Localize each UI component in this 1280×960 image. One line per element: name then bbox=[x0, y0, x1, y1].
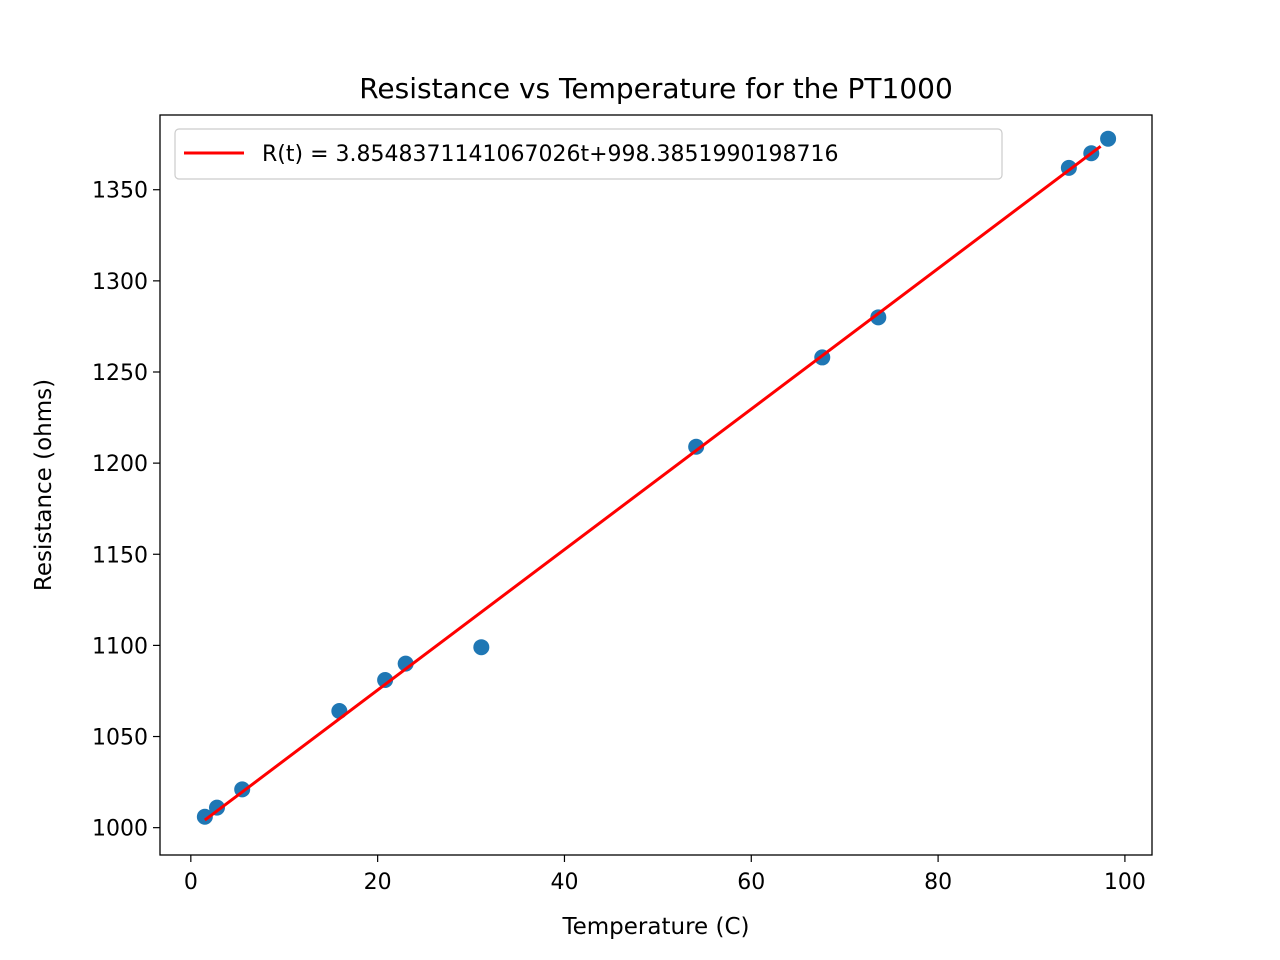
chart-title: Resistance vs Temperature for the PT1000 bbox=[359, 72, 953, 105]
data-point bbox=[208, 799, 225, 816]
data-point bbox=[1100, 130, 1117, 147]
data-point bbox=[377, 672, 394, 689]
x-tick-label: 40 bbox=[550, 870, 578, 895]
x-tick-label: 20 bbox=[364, 870, 392, 895]
legend-box bbox=[174, 128, 1003, 180]
y-tick-label: 1150 bbox=[92, 543, 148, 568]
y-tick-label: 1100 bbox=[92, 634, 148, 659]
y-tick-label: 1000 bbox=[92, 817, 148, 842]
x-tick-label: 80 bbox=[924, 870, 952, 895]
y-tick-label: 1300 bbox=[92, 270, 148, 295]
y-tick-label: 1250 bbox=[92, 361, 148, 386]
y-axis: 1000 1050 1100 1150 1200 1250 1300 1350 bbox=[92, 179, 160, 842]
y-tick-label: 1200 bbox=[92, 452, 148, 477]
legend: R(t) = 3.8548371141067026t+998.385199019… bbox=[174, 128, 1003, 180]
x-tick-label: 100 bbox=[1104, 870, 1146, 895]
x-tick-label: 60 bbox=[737, 870, 765, 895]
data-point bbox=[196, 808, 213, 825]
x-tick-label: 0 bbox=[184, 870, 198, 895]
plot-frame bbox=[159, 114, 1153, 856]
y-axis-label: Resistance (ohms) bbox=[31, 379, 57, 591]
data-point bbox=[331, 703, 348, 720]
y-tick-label: 1350 bbox=[92, 179, 148, 204]
x-axis: 0 20 40 60 80 100 bbox=[184, 855, 1146, 895]
data-point bbox=[870, 309, 887, 326]
x-axis-label: Temperature (C) bbox=[561, 914, 749, 940]
plot-area bbox=[160, 115, 1152, 855]
data-point bbox=[688, 438, 705, 455]
data-point bbox=[473, 639, 490, 656]
y-tick-label: 1050 bbox=[92, 726, 148, 751]
legend-label: R(t) = 3.8548371141067026t+998.385199019… bbox=[262, 142, 838, 167]
series-layer bbox=[196, 130, 1117, 825]
fit-line bbox=[203, 145, 1102, 822]
